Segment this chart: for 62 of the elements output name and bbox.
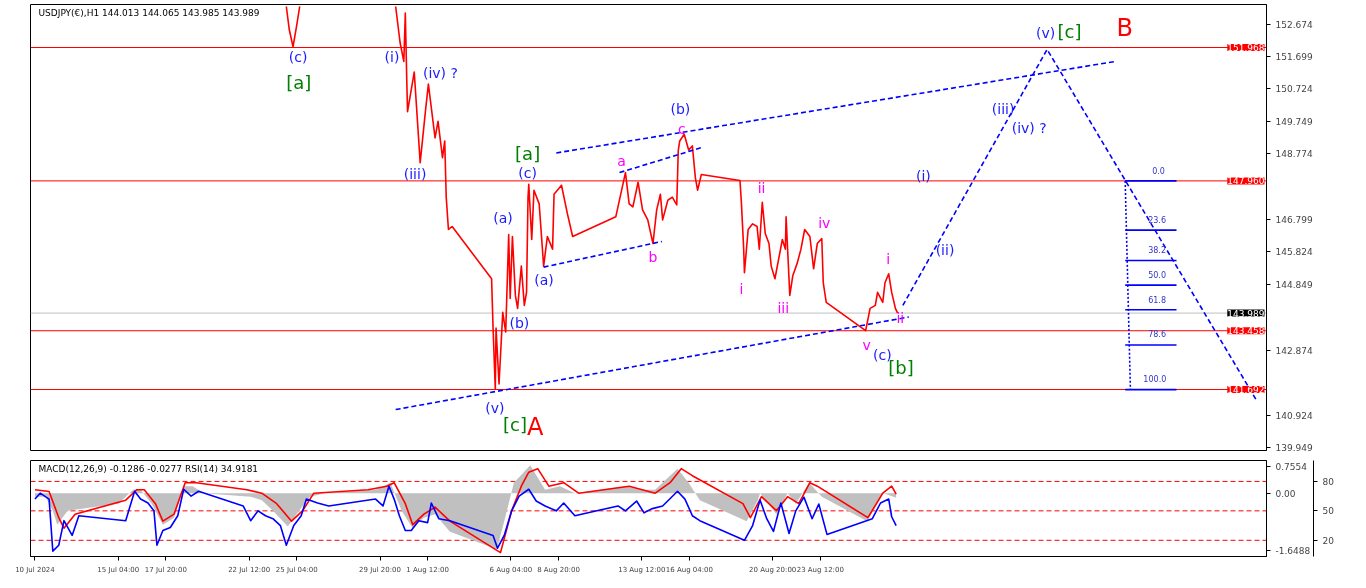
- annotation: [c]: [1057, 20, 1082, 42]
- annotation: (b): [670, 101, 691, 118]
- annotation: [a]: [515, 143, 541, 165]
- annotation: [c]: [502, 414, 527, 436]
- annotation: a: [617, 153, 626, 170]
- annotation: (b): [509, 315, 530, 332]
- annotation: (iv) ?: [422, 64, 458, 81]
- annotation: 23.6: [1148, 215, 1166, 225]
- ref-line-label: 147.960: [1227, 176, 1265, 187]
- annotation: c: [678, 120, 686, 137]
- y-tick-label: 151.699: [1275, 51, 1313, 62]
- annotation: (iii): [991, 101, 1015, 118]
- chart-title: MACD(12,26,9) -0.1286 -0.0277 RSI(14) 34.9181: [38, 463, 259, 474]
- annotation: 38.2: [1148, 246, 1166, 256]
- annotation: (a): [534, 271, 554, 288]
- y-tick-label: 150.724: [1275, 84, 1313, 95]
- y2-tick-label: 50: [1322, 506, 1335, 517]
- y-tick-label: 139.949: [1275, 443, 1313, 454]
- annotation: (c): [288, 48, 308, 65]
- annotation: [a]: [286, 71, 312, 93]
- annotation: i: [739, 280, 744, 297]
- annotation: 0.0: [1152, 166, 1165, 176]
- y-tick-label: 140.924: [1275, 410, 1313, 421]
- annotation: iv: [818, 214, 831, 231]
- annotation: (v): [1036, 25, 1056, 42]
- annotation: (iv) ?: [1011, 119, 1047, 136]
- annotation: (v): [485, 400, 505, 417]
- annotation: (iii): [403, 166, 427, 183]
- annotation: 100.0: [1143, 374, 1167, 384]
- y-tick-label: 144.849: [1275, 279, 1313, 290]
- annotation: (i): [384, 48, 400, 65]
- chart-title: USDJPY(€),H1 144.013 144.065 143.985 143.989: [38, 7, 260, 18]
- annotation: i: [886, 251, 891, 268]
- ref-line-label: 143.458: [1227, 326, 1265, 337]
- annotation: 78.6: [1148, 330, 1166, 340]
- y-tick-label: 145.824: [1275, 247, 1313, 258]
- ref-line-label: 143.989: [1227, 308, 1265, 319]
- annotation: ii: [896, 310, 905, 327]
- annotation: 61.8: [1148, 295, 1166, 305]
- annotation: (a): [493, 209, 513, 226]
- annotation: B: [1116, 14, 1133, 43]
- y-tick-label: 152.674: [1275, 19, 1313, 30]
- y-tick-label: -1.6488: [1275, 546, 1311, 557]
- annotation: (ii): [935, 242, 955, 259]
- y2-tick-label: 20: [1322, 535, 1335, 546]
- annotation: (i): [915, 168, 931, 185]
- annotation: (c): [518, 165, 537, 182]
- y-tick-label: 142.874: [1275, 345, 1313, 356]
- annotation: v: [862, 336, 871, 353]
- y2-tick-label: 80: [1322, 476, 1335, 487]
- y-tick-label: 0.7554: [1275, 462, 1308, 473]
- y-tick-label: 146.799: [1275, 215, 1313, 226]
- annotation: iii: [777, 300, 790, 317]
- ref-line-label: 141.692: [1227, 385, 1265, 396]
- y-tick-label: 149.749: [1275, 116, 1313, 127]
- annotation: A: [526, 412, 544, 441]
- y-tick-label: 0.00: [1275, 488, 1296, 499]
- annotation: ii: [757, 180, 766, 197]
- ref-line-label: 151.968: [1227, 43, 1265, 53]
- y-tick-label: 148.774: [1275, 149, 1313, 160]
- annotation: b: [648, 249, 658, 266]
- annotation: 50.0: [1148, 270, 1166, 280]
